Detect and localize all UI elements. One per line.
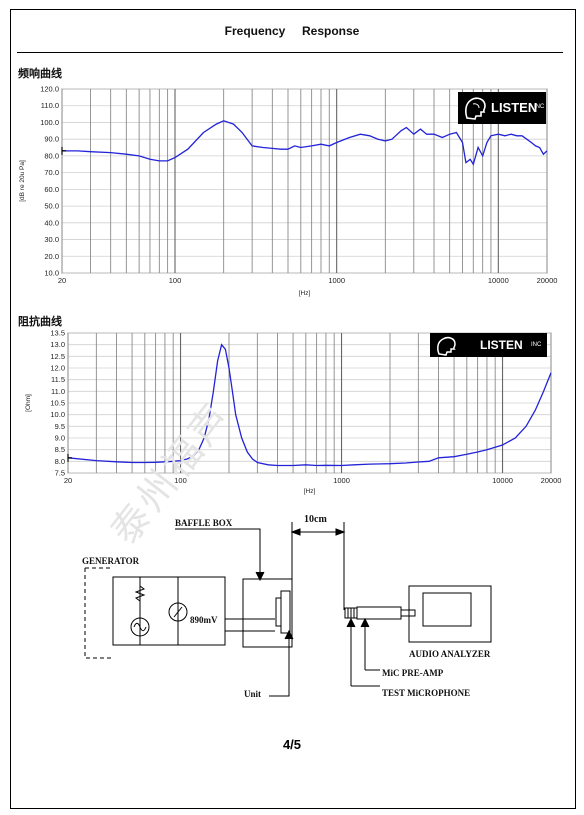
y-tick-label: 10.0 — [50, 410, 65, 419]
y-tick-label: 110.0 — [41, 101, 59, 110]
distance-label: 10cm — [304, 514, 327, 525]
y-tick-label: 12.0 — [50, 364, 65, 373]
start-marker — [67, 453, 72, 462]
x-tick-label: 100 — [169, 276, 182, 285]
y-tick-label: 8.5 — [55, 445, 65, 454]
head-profile-icon — [437, 336, 456, 356]
x-tick-label: 1000 — [328, 276, 345, 285]
header-divider — [17, 52, 563, 53]
y-tick-label: 11.5 — [51, 375, 65, 384]
y-tick-label: 10.5 — [50, 399, 65, 408]
logo-suffix: INC — [534, 104, 545, 110]
x-tick-label: 10000 — [492, 476, 513, 485]
y-tick-label: 120.0 — [40, 85, 59, 94]
x-tick-label: 20000 — [537, 276, 558, 285]
y-tick-label: 11.0 — [51, 387, 65, 396]
audio-analyzer-label: AUDIO ANALYZER — [409, 649, 491, 659]
logo-suffix: INC — [531, 342, 542, 348]
y-tick-label: 8.0 — [55, 457, 65, 466]
x-tick-label: 100 — [174, 476, 187, 485]
baffle-box — [242, 578, 293, 648]
x-tick-label: 1000 — [333, 476, 350, 485]
mic-preamp-icon — [356, 606, 402, 620]
page-number: 4/5 — [282, 737, 302, 752]
y-tick-label: 30.0 — [44, 235, 59, 244]
y-tick-label: 20.0 — [44, 252, 59, 261]
series-line — [62, 120, 548, 166]
y-axis-label: [dB re 20u Pa] — [19, 160, 26, 202]
head-profile-icon — [465, 97, 486, 120]
y-tick-label: 60.0 — [44, 185, 59, 194]
impedance-section-label: 阻抗曲线 — [18, 315, 62, 328]
mic-preamp-label: MiC PRE-AMP — [382, 668, 444, 678]
voltmeter-icon — [168, 602, 188, 622]
ac-source-icon — [130, 617, 150, 637]
audio-analyzer-box — [408, 585, 492, 643]
unit-driver — [280, 590, 291, 634]
unit-magnet — [275, 597, 282, 627]
x-tick-label: 20 — [58, 276, 66, 285]
y-tick-label: 50.0 — [44, 202, 59, 211]
y-tick-label: 13.5 — [50, 329, 65, 338]
listen-logo-impedance: LISTEN INC — [430, 333, 547, 357]
y-tick-label: 90.0 — [44, 135, 59, 144]
y-tick-label: 13.0 — [50, 340, 65, 349]
y-axis-label: [Ohm] — [25, 394, 32, 412]
x-axis-label: [Hz] — [304, 488, 316, 495]
generator-label: GENERATOR — [82, 556, 140, 566]
x-tick-label: 20 — [64, 476, 72, 485]
start-marker — [61, 146, 66, 155]
y-tick-label: 9.0 — [55, 434, 65, 443]
test-microphone-label: TEST MiCROPHONE — [382, 688, 470, 698]
voltage-label: 890mV — [190, 615, 218, 625]
y-tick-label: 12.5 — [50, 352, 65, 361]
analyzer-screen — [422, 592, 472, 627]
logo-brand: LISTEN — [480, 338, 523, 352]
x-tick-label: 10000 — [488, 276, 509, 285]
frequency-section-label: 频响曲线 — [18, 67, 62, 80]
measurement-setup-diagram: BAFFLE BOX 10cm GENERATOR 890mV Unit AUD… — [82, 514, 492, 699]
y-tick-label: 7.5 — [55, 469, 65, 478]
generator-box — [112, 576, 226, 646]
x-tick-label: 20000 — [541, 476, 562, 485]
page-title: Frequency Response — [224, 24, 360, 38]
series-line — [67, 343, 552, 467]
y-tick-label: 100.0 — [40, 118, 59, 127]
resistor-icon — [134, 585, 146, 602]
unit-label: Unit — [244, 689, 261, 699]
logo-brand: LISTEN — [491, 100, 538, 115]
y-tick-label: 9.5 — [55, 422, 65, 431]
listen-logo: LISTEN INC — [458, 92, 546, 124]
baffle-box-label: BAFFLE BOX — [175, 518, 233, 528]
y-tick-label: 70.0 — [44, 168, 59, 177]
impedance-chart: 13.5 13.0 12.5 12.0 11.5 11.0 10.5 10.0 9.5 9.0 8.… — [25, 329, 562, 496]
page-frame — [10, 9, 576, 809]
y-tick-label: 80.0 — [44, 151, 59, 160]
frequency-response-chart: 120.0 110.0 100.0 90.0 80.0 70.0 60.0 50.0 40.0 3… — [19, 85, 558, 298]
y-tick-label: 10.0 — [44, 269, 59, 278]
x-axis-label: [Hz] — [299, 290, 311, 297]
y-tick-label: 40.0 — [44, 218, 59, 227]
generator-outline — [84, 568, 113, 659]
